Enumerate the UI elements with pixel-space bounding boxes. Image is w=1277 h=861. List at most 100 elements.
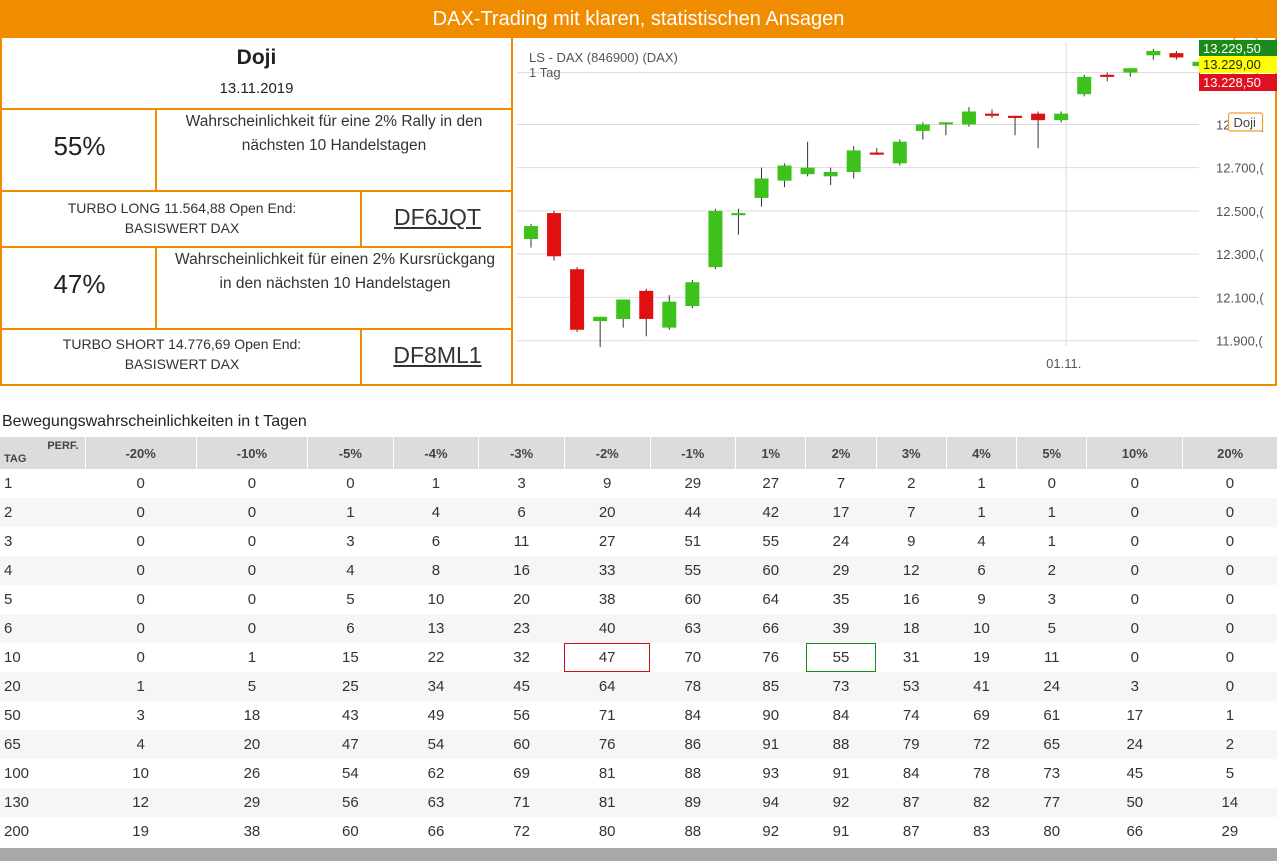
row-tag: 6 <box>0 614 85 643</box>
table-cell: 29 <box>196 788 308 817</box>
long-turbo-text: TURBO LONG 11.564,88 Open End: BASISWERT… <box>67 200 297 236</box>
table-cell: 70 <box>684 649 702 666</box>
table-cell: 60 <box>478 730 565 759</box>
table-cell: 0 <box>1086 498 1183 527</box>
table-cell: 62 <box>427 765 445 782</box>
table-cell: 19 <box>132 823 149 840</box>
candle-body <box>731 213 746 216</box>
table-cell: 4 <box>85 730 197 759</box>
column-header: -10% <box>195 437 308 469</box>
table-cell: 0 <box>196 556 308 585</box>
table-cell: 1 <box>946 498 1017 527</box>
table-cell: 74 <box>902 707 920 724</box>
candle-body <box>869 152 884 155</box>
table-cell: 22 <box>427 649 445 666</box>
y-tick-label: 11.900,( <box>1216 334 1263 349</box>
table-cell: 94 <box>735 788 806 817</box>
candle-body <box>547 213 562 257</box>
column-header: 10% <box>1086 437 1183 469</box>
table-cell: 0 <box>1182 672 1277 701</box>
column-header: -4% <box>392 437 479 469</box>
column-header: -5% <box>307 437 394 469</box>
table-cell: 27 <box>598 533 616 550</box>
table-cell: 26 <box>243 765 261 782</box>
price-label-bg <box>1199 56 1277 73</box>
table-caption: Bewegungswahrscheinlichkeiten in t Tagen <box>2 413 307 430</box>
signal-panel: Doji 13.11.2019 55% Wahrscheinlichkeit f… <box>0 35 1277 386</box>
page-header: DAX-Trading mit klaren, statistischen An… <box>0 0 1277 38</box>
table-cell: 51 <box>684 533 702 550</box>
table-cell: 3 <box>1047 591 1056 608</box>
table-cell: 0 <box>1130 649 1139 666</box>
table-cell: 73 <box>805 672 877 701</box>
table-cell: 0 <box>1182 498 1277 527</box>
table-cell: 12 <box>876 556 947 585</box>
table-cell: 9 <box>603 475 612 492</box>
row-tag: 50 <box>4 707 21 724</box>
table-cell: 78 <box>650 672 736 701</box>
table-row: 50 3 18 43 49 56 71 84 90 84 74 69 61 17 1 <box>0 701 1277 730</box>
table-cell: 77 <box>1016 788 1087 817</box>
table-cell: 1 <box>1047 533 1056 550</box>
long-turbo-code-link[interactable]: DF6JQT <box>394 204 481 230</box>
table-cell: 29 <box>805 556 877 585</box>
chart-title: LS - DAX (846900) (DAX) <box>529 50 678 65</box>
table-cell: 0 <box>1225 591 1235 608</box>
price-label: 13.229,00 <box>1203 57 1261 72</box>
table-cell: 63 <box>650 614 736 643</box>
table-cell: 49 <box>427 707 445 724</box>
table-row: 5 0 0 5 10 20 38 60 64 35 16 9 3 0 0 <box>0 585 1277 614</box>
table-row: 3 0 0 3 6 11 27 51 55 24 9 4 1 0 0 <box>0 527 1277 556</box>
row-tag: 1 <box>4 475 13 492</box>
table-cell: 24 <box>1086 730 1183 759</box>
short-turbo-code-link[interactable]: DF8ML1 <box>393 342 482 368</box>
table-cell: 7 <box>836 475 846 492</box>
row-tag: 100 <box>4 765 30 782</box>
table-header-row: PERF. TAG -20% -10% -5% -4% -3% -2% -1% 1% 2% 3% 4… <box>0 437 1277 469</box>
table-cell: 63 <box>393 788 479 817</box>
table-cell: 60 <box>684 591 702 608</box>
table-cell: 7 <box>876 498 947 527</box>
candle-body <box>961 111 976 125</box>
table-cell: 32 <box>513 649 530 666</box>
candle-body <box>685 282 700 306</box>
table-cell: 5 <box>1016 614 1087 643</box>
candle-body <box>1146 50 1161 56</box>
tag-header: TAG <box>4 453 27 465</box>
doji-annotation-label: Doji <box>1234 115 1257 130</box>
table-cell: 1 <box>247 649 257 666</box>
y-tick-label: 12.300,( <box>1216 247 1264 262</box>
price-label-bg <box>1199 40 1277 57</box>
table-cell: 20 <box>513 591 530 608</box>
table-cell: 41 <box>946 672 1017 701</box>
column-header: 5% <box>1016 437 1087 469</box>
table-cell: 81 <box>564 788 650 817</box>
table-cell: 64 <box>762 591 780 608</box>
short-turbo-text: TURBO SHORT 14.776,69 Open End: BASISWER… <box>62 336 302 372</box>
bottom-scrollbar[interactable] <box>0 848 1277 861</box>
row-tag: 65 <box>0 730 85 759</box>
table-cell: 20 <box>564 498 650 527</box>
table-cell: 0 <box>136 475 145 492</box>
table-cell: 0 <box>136 533 145 550</box>
table-cell: 76 <box>762 649 780 666</box>
table-cell: 73 <box>1043 765 1061 782</box>
table-cell: 15 <box>342 649 359 666</box>
table-cell: 35 <box>832 591 850 608</box>
candle-body <box>915 124 930 131</box>
table-cell: 69 <box>513 765 530 782</box>
table-cell: 17 <box>1126 707 1144 724</box>
table-cell: 0 <box>1225 533 1235 550</box>
table-cell: 0 <box>1225 475 1235 492</box>
table-cell: 45 <box>478 672 565 701</box>
table-cell: 72 <box>946 730 1017 759</box>
candle-body <box>1123 68 1138 73</box>
table-cell: 6 <box>946 556 1017 585</box>
table-cell: 18 <box>243 707 261 724</box>
table-row: 6 0 0 6 13 23 40 63 66 39 18 10 5 0 0 <box>0 614 1277 643</box>
table-cell: 0 <box>1047 475 1056 492</box>
table-cell: 66 <box>1126 823 1144 840</box>
table-cell: 89 <box>650 788 736 817</box>
table-cell: 92 <box>805 788 877 817</box>
table-cell: 0 <box>247 475 257 492</box>
